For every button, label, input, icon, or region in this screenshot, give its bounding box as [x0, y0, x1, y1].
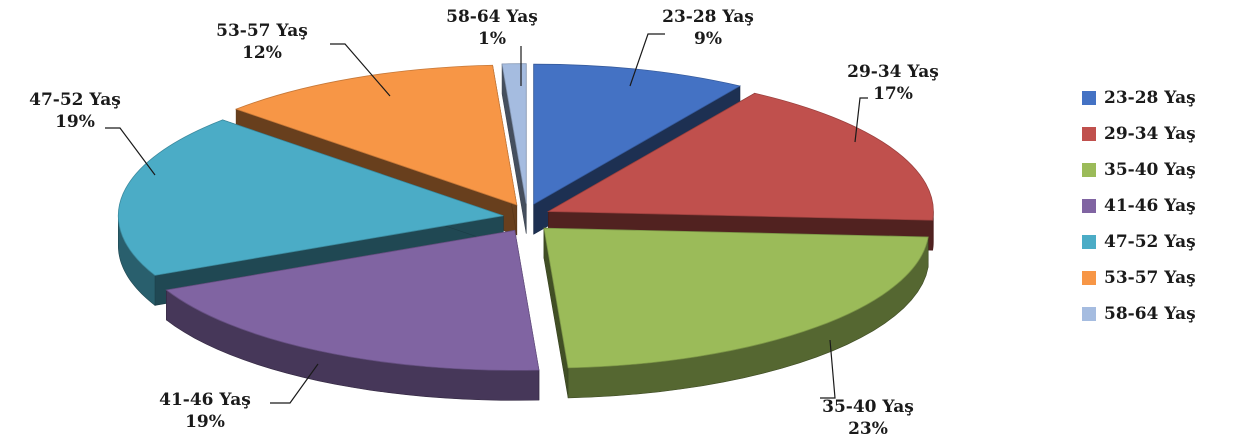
data-label-category: 23-28 Yaş: [662, 7, 754, 27]
data-label-value: 9%: [694, 29, 722, 49]
pie-slice-47-52: [117, 119, 504, 276]
legend-label: 53-57 Yaş: [1104, 268, 1196, 288]
legend-label: 29-34 Yaş: [1104, 124, 1196, 144]
data-label-value: 12%: [242, 43, 282, 63]
leader-line-4: [105, 127, 156, 176]
data-label-category: 53-57 Yaş: [216, 21, 308, 41]
pie-top-layer: [117, 63, 934, 371]
pie-slice-53-57: [234, 64, 518, 206]
pie-slice-35-40: [543, 227, 929, 369]
pie-slice-29-34: [546, 92, 934, 221]
data-label-category: 35-40 Yaş: [822, 397, 914, 417]
legend-swatch: [1082, 127, 1096, 141]
leader-line-2: [820, 339, 836, 399]
legend-swatch: [1082, 163, 1096, 177]
legend-item-23-28: 23-28 Yaş: [1082, 80, 1242, 116]
legend-swatch: [1082, 235, 1096, 249]
legend-item-47-52: 47-52 Yaş: [1082, 224, 1242, 260]
data-label-value: 23%: [848, 419, 888, 439]
legend-swatch: [1082, 91, 1096, 105]
data-label-category: 58-64 Yaş: [446, 7, 538, 27]
leader-line-5: [330, 43, 391, 97]
pie-slice-41-46: [165, 229, 540, 371]
legend-item-41-46: 41-46 Yaş: [1082, 188, 1242, 224]
legend: 23-28 Yaş 29-34 Yaş 35-40 Yaş 41-46 Yaş …: [1082, 80, 1242, 332]
pie-slice-58-64: [501, 63, 527, 204]
legend-item-53-57: 53-57 Yaş: [1082, 260, 1242, 296]
legend-label: 23-28 Yaş: [1104, 88, 1196, 108]
legend-item-29-34: 29-34 Yaş: [1082, 116, 1242, 152]
legend-label: 58-64 Yaş: [1104, 304, 1196, 324]
data-label-value: 19%: [55, 112, 95, 132]
data-label-value: 1%: [478, 29, 506, 49]
leader-line-0: [629, 33, 665, 87]
leader-lines: [105, 33, 868, 404]
legend-swatch: [1082, 271, 1096, 285]
leader-line-3: [270, 363, 319, 404]
data-label-value: 17%: [873, 84, 913, 104]
legend-label: 41-46 Yaş: [1104, 196, 1196, 216]
legend-label: 47-52 Yaş: [1104, 232, 1196, 252]
legend-item-58-64: 58-64 Yaş: [1082, 296, 1242, 332]
data-label-value: 19%: [185, 412, 225, 432]
pie-slice-23-28: [533, 63, 742, 205]
legend-swatch: [1082, 199, 1096, 213]
data-label-category: 41-46 Yaş: [159, 390, 251, 410]
data-label-category: 29-34 Yaş: [847, 62, 939, 82]
data-label-category: 47-52 Yaş: [29, 90, 121, 110]
leader-line-1: [854, 97, 868, 143]
legend-item-35-40: 35-40 Yaş: [1082, 152, 1242, 188]
legend-swatch: [1082, 307, 1096, 321]
legend-label: 35-40 Yaş: [1104, 160, 1196, 180]
